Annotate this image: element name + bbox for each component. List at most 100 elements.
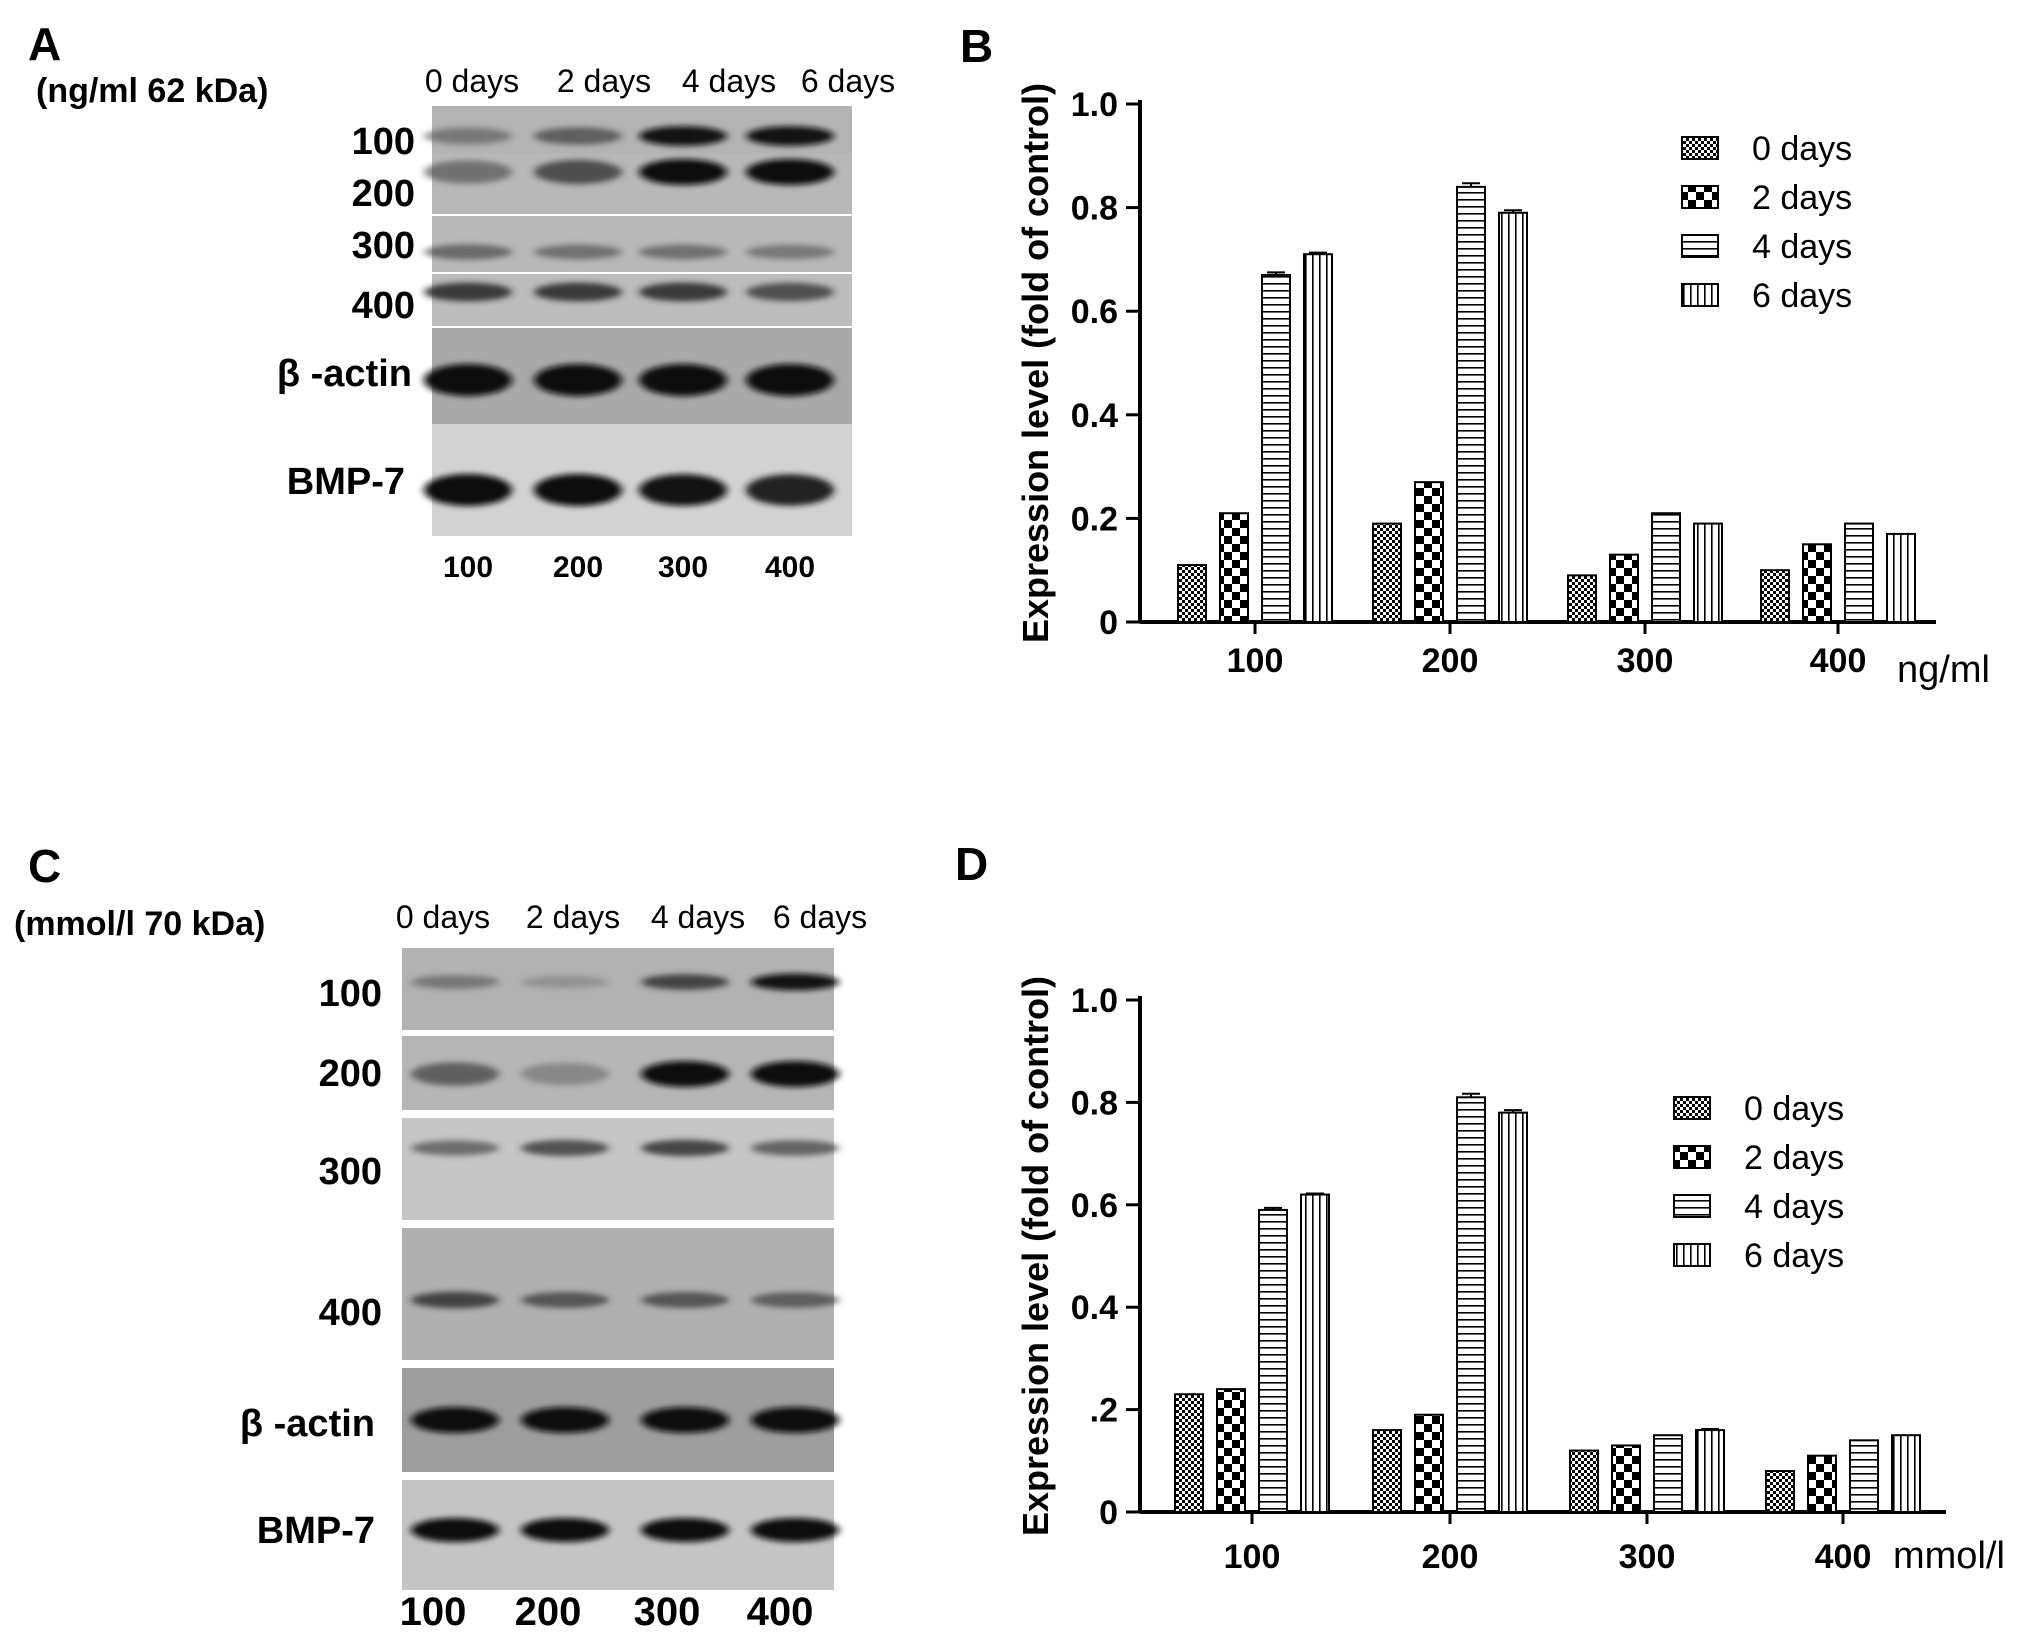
- panel-letter: D: [955, 838, 988, 890]
- column-label: 0 days: [425, 63, 519, 99]
- row-label: 200: [352, 173, 415, 215]
- legend-swatch: [1681, 283, 1719, 307]
- bar: [1261, 273, 1291, 623]
- legend-label: 4 days: [1744, 1188, 1844, 1226]
- protein-band: [746, 364, 834, 396]
- row-label: 400: [352, 285, 415, 327]
- bar: [1300, 1193, 1330, 1514]
- x-axis-label: ng/ml: [1897, 649, 1990, 691]
- y-tick-label: 0: [1099, 604, 1118, 642]
- protein-band: [521, 975, 609, 989]
- protein-band: [424, 160, 512, 184]
- lane-label: 300: [634, 1590, 701, 1634]
- blot-image: [424, 106, 852, 536]
- y-tick-label: 0.4: [1071, 1289, 1118, 1327]
- legend-label: 2 days: [1744, 1139, 1844, 1177]
- x-tick-label: 100: [1227, 642, 1284, 680]
- protein-band: [641, 1139, 729, 1157]
- legend-label: 2 days: [1752, 179, 1852, 217]
- y-tick-label: 0.2: [1071, 500, 1118, 538]
- bar: [1498, 211, 1528, 623]
- x-tick-label: 200: [1422, 642, 1479, 680]
- y-tick-label: 0.6: [1071, 1187, 1118, 1225]
- lane-label: 100: [400, 1590, 467, 1634]
- y-tick-label: 0: [1099, 1494, 1118, 1532]
- x-tick-label: 200: [1422, 1538, 1479, 1576]
- lane-labels: 100 200 300 400: [400, 1590, 814, 1634]
- y-axis-label: Expression level (fold of control): [1015, 83, 1056, 643]
- protein-band: [534, 474, 622, 506]
- legend-label: 0 days: [1744, 1090, 1844, 1128]
- bar: [1611, 1444, 1641, 1513]
- lane-labels: 100 200 300 400: [443, 551, 815, 584]
- bar: [1567, 574, 1597, 624]
- row-label: 300: [319, 1151, 382, 1193]
- y-axis-label: Expression level (fold of control): [1015, 976, 1056, 1536]
- column-label: 2 days: [557, 63, 651, 99]
- row-label: 100: [352, 121, 415, 163]
- x-tick-label: 400: [1810, 642, 1867, 680]
- protein-band: [424, 244, 512, 260]
- legend-label: 0 days: [1752, 130, 1852, 168]
- legend-swatch: [1673, 1096, 1711, 1120]
- row-label: β -actin: [240, 1403, 375, 1445]
- legend: 0 days 2 days 4 days 6 days: [1673, 1090, 1844, 1275]
- legend-label: 6 days: [1744, 1237, 1844, 1275]
- bar: [1456, 1096, 1486, 1514]
- legend: 0 days 2 days 4 days 6 days: [1681, 130, 1852, 315]
- legend-swatch: [1673, 1243, 1711, 1267]
- panel-letter: A: [28, 18, 61, 70]
- protein-band: [424, 364, 512, 396]
- protein-band: [411, 1518, 499, 1542]
- panel-a-blot: A (ng/ml 62 kDa) 0 days 2 days 4 days 6 …: [28, 18, 895, 584]
- legend-swatch: [1673, 1145, 1711, 1169]
- bar: [1653, 1434, 1683, 1513]
- bar: [1372, 522, 1402, 624]
- lane-label: 100: [443, 551, 493, 584]
- x-tick-label: 300: [1619, 1538, 1676, 1576]
- protein-band: [534, 282, 622, 302]
- bar: [1258, 1208, 1288, 1514]
- column-label: 2 days: [526, 899, 620, 935]
- protein-band: [641, 1518, 729, 1542]
- blot-header: (mmol/l 70 kDa): [14, 905, 265, 943]
- protein-band: [641, 974, 729, 990]
- bar: [1177, 564, 1207, 624]
- protein-band: [639, 126, 727, 146]
- bar: [1456, 185, 1486, 623]
- blot-strip: [402, 948, 834, 1030]
- lane-label: 300: [658, 551, 708, 584]
- bar-chart: 0 .2 0.4 0.6 0.8 1.0 Expression level (fold of…: [1015, 976, 2005, 1577]
- protein-band: [534, 364, 622, 396]
- lane-label: 200: [553, 551, 603, 584]
- bar: [1303, 253, 1333, 623]
- protein-band: [534, 159, 622, 185]
- row-label: 400: [319, 1292, 382, 1334]
- protein-band: [746, 244, 834, 260]
- protein-band: [641, 1407, 729, 1433]
- bar: [1414, 1413, 1444, 1513]
- row-label: BMP-7: [257, 1510, 375, 1552]
- bar: [1219, 512, 1249, 623]
- panel-c-blot: C (mmol/l 70 kDa) 0 days 2 days 4 days 6…: [14, 840, 867, 1634]
- protein-band: [751, 1518, 839, 1542]
- protein-band: [411, 1140, 499, 1156]
- row-label: 200: [319, 1053, 382, 1095]
- legend-label: 4 days: [1752, 228, 1852, 266]
- protein-band: [751, 1061, 839, 1087]
- protein-band: [751, 973, 839, 991]
- protein-band: [639, 282, 727, 302]
- y-tick-label: 1.0: [1071, 982, 1118, 1020]
- row-label: 300: [352, 225, 415, 267]
- lane-label: 200: [515, 1590, 582, 1634]
- bar: [1651, 512, 1681, 623]
- blot-header: (ng/ml 62 kDa): [36, 72, 268, 110]
- legend-swatch: [1681, 185, 1719, 209]
- protein-band: [424, 127, 512, 145]
- protein-band: [641, 1292, 729, 1308]
- lane-label: 400: [765, 551, 815, 584]
- protein-band: [424, 282, 512, 302]
- protein-band: [746, 474, 834, 506]
- bar: [1498, 1111, 1528, 1513]
